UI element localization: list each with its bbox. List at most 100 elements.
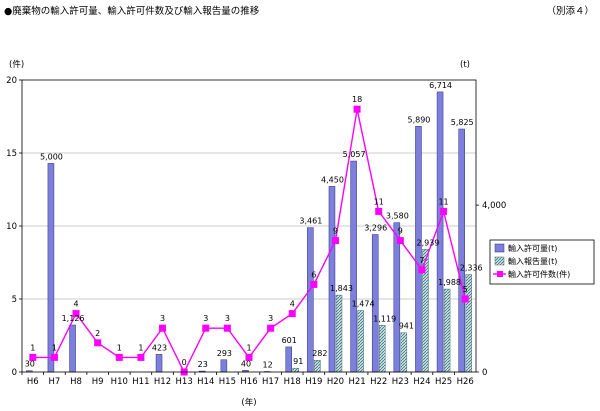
data-label-import-report: 1,843 xyxy=(330,284,353,293)
x-axis-label: (年) xyxy=(241,397,256,408)
bar-import-permit xyxy=(393,222,401,373)
left-axis-tick-label: 0 xyxy=(12,368,17,378)
x-axis-tick-label: H8 xyxy=(70,377,82,387)
point-permit-count xyxy=(310,280,318,288)
x-axis-tick-label: H12 xyxy=(154,377,171,387)
bar-import-report xyxy=(378,325,386,373)
data-label-import-report: 2,939 xyxy=(416,238,439,247)
bar-import-permit xyxy=(458,128,465,373)
x-axis-tick-label: H17 xyxy=(262,377,279,387)
bar-import-permit xyxy=(47,163,55,373)
left-axis-unit: (件) xyxy=(9,59,24,70)
data-label-permit-count: 11 xyxy=(438,197,448,206)
x-axis-tick-label: H18 xyxy=(284,377,301,387)
bar-import-permit xyxy=(69,324,76,373)
point-permit-count xyxy=(202,324,210,332)
data-label-permit-count: 1 xyxy=(117,343,122,352)
point-permit-count xyxy=(50,353,58,361)
bar-import-permit xyxy=(285,346,292,373)
point-permit-count xyxy=(29,353,37,361)
x-axis-tick-label: H25 xyxy=(435,377,452,387)
x-axis-tick-label: H7 xyxy=(49,377,61,387)
point-permit-count xyxy=(353,105,361,113)
x-axis-tick-label: H16 xyxy=(240,377,257,387)
point-permit-count xyxy=(267,324,275,332)
data-label-permit-count: 11 xyxy=(374,197,384,206)
data-label-import-permit: 5,890 xyxy=(407,115,430,124)
x-axis-tick-label: H20 xyxy=(327,377,344,387)
point-permit-count xyxy=(159,324,167,332)
data-label-import-permit: 5,825 xyxy=(451,118,474,127)
legend-label-permit-count: 輸入許可件数(件) xyxy=(508,269,570,279)
point-permit-count xyxy=(396,237,404,245)
data-label-import-permit: 3,461 xyxy=(299,217,322,226)
x-axis-tick-label: H9 xyxy=(92,377,104,387)
data-label-import-report: 91 xyxy=(293,357,303,366)
bar-import-permit xyxy=(328,186,336,373)
legend-label-import-report: 輸入報告量(t) xyxy=(508,256,557,266)
x-axis-tick-label: H22 xyxy=(370,377,387,387)
data-label-import-permit: 601 xyxy=(282,336,297,345)
point-permit-count xyxy=(288,310,296,318)
data-label-import-permit: 3,580 xyxy=(386,212,409,221)
bar-import-permit xyxy=(155,354,163,373)
data-label-permit-count: 1 xyxy=(138,343,143,352)
point-permit-count xyxy=(223,324,231,332)
data-label-import-report: 941 xyxy=(399,322,414,331)
data-label-permit-count: 9 xyxy=(333,227,338,236)
data-label-import-permit: 1,126 xyxy=(62,314,85,323)
data-label-import-permit: 5,000 xyxy=(40,152,63,161)
data-label-import-report: 1,988 xyxy=(438,278,461,287)
data-label-permit-count: 1 xyxy=(246,343,251,352)
legend-box xyxy=(489,239,595,285)
point-permit-count xyxy=(375,207,383,215)
data-label-permit-count: 3 xyxy=(268,314,273,323)
data-label-permit-count: 6 xyxy=(311,270,316,279)
data-label-import-permit: 40 xyxy=(241,359,251,368)
x-axis-tick-label: H6 xyxy=(27,377,39,387)
left-axis-tick-label: 5 xyxy=(12,295,17,305)
bar-import-report xyxy=(357,310,364,373)
x-axis-tick-label: H26 xyxy=(457,377,474,387)
legend-label-import-permit: 輸入許可量(t) xyxy=(508,243,557,253)
bar-import-permit xyxy=(436,91,444,373)
x-axis-tick-label: H13 xyxy=(176,377,193,387)
bar-import-report xyxy=(292,367,299,373)
page-title: ●廃棄物の輸入許可量、輸入許可件数及び輸入報告量の推移 xyxy=(4,6,260,17)
bar-import-permit xyxy=(220,359,228,373)
data-label-import-permit: 4,450 xyxy=(321,175,344,184)
data-label-import-report: 1,119 xyxy=(373,314,396,323)
bar-import-report xyxy=(314,359,321,373)
point-permit-count xyxy=(418,266,426,274)
data-label-permit-count: 4 xyxy=(74,300,79,309)
data-label-permit-count: 9 xyxy=(398,227,403,236)
x-axis-tick-label: H21 xyxy=(348,377,365,387)
point-permit-count xyxy=(72,310,80,318)
data-label-import-report: 282 xyxy=(312,349,327,358)
data-label-permit-count: 3 xyxy=(203,314,208,323)
point-permit-count xyxy=(137,353,145,361)
data-label-permit-count: 3 xyxy=(225,314,230,323)
data-label-import-permit: 12 xyxy=(263,360,273,369)
right-axis-unit: (t) xyxy=(460,60,470,70)
x-axis-tick-label: H15 xyxy=(219,377,236,387)
reference-label: （別添４） xyxy=(546,6,594,17)
data-label-import-report: 1,474 xyxy=(352,300,375,309)
data-label-permit-count: 3 xyxy=(160,314,165,323)
point-permit-count xyxy=(331,237,339,245)
x-axis-tick-label: H11 xyxy=(132,377,149,387)
data-label-permit-count: 2 xyxy=(95,329,100,338)
data-label-permit-count: 7 xyxy=(419,256,424,265)
x-axis-tick-label: H10 xyxy=(111,377,128,387)
point-permit-count xyxy=(440,207,448,215)
data-label-import-report: 2,336 xyxy=(460,264,483,273)
x-axis-tick-label: H19 xyxy=(305,377,322,387)
bar-import-report xyxy=(400,332,408,373)
bar-import-report xyxy=(443,288,451,373)
data-label-permit-count: 1 xyxy=(30,343,35,352)
x-axis-tick-label: H24 xyxy=(413,377,430,387)
data-label-permit-count: 4 xyxy=(290,300,295,309)
left-axis-tick-label: 15 xyxy=(6,149,17,159)
data-label-permit-count: 5 xyxy=(463,285,468,294)
bar-import-permit xyxy=(350,160,357,373)
